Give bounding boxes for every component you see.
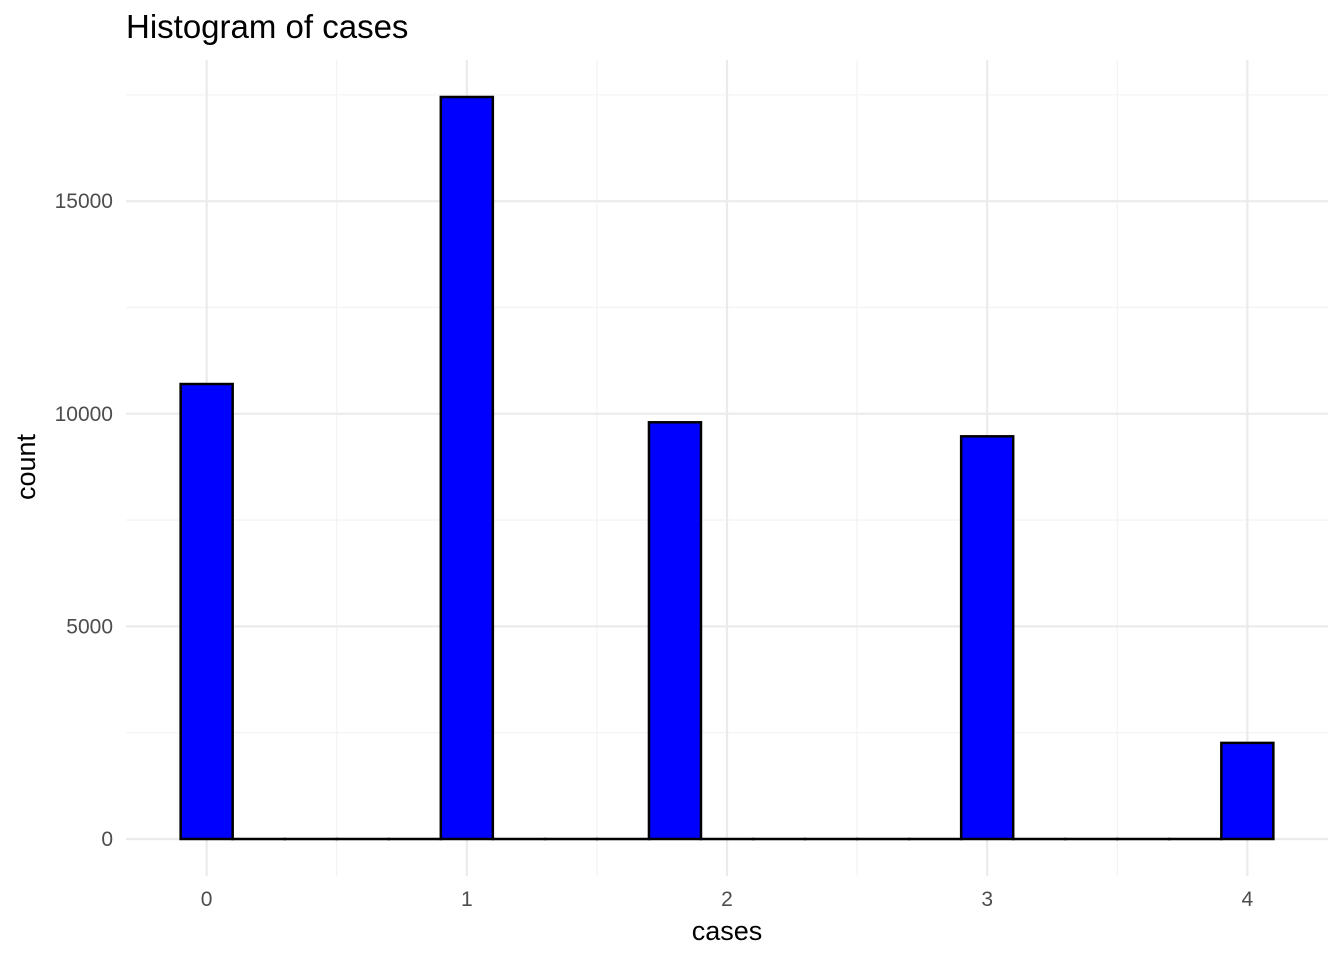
histogram-bar — [179, 382, 234, 841]
x-axis-title: cases — [692, 916, 763, 946]
y-axis-title: count — [11, 433, 41, 500]
major-gridlines — [126, 60, 1328, 876]
y-tick-label: 10000 — [55, 403, 113, 426]
x-tick-label: 3 — [981, 888, 993, 911]
x-tick-label: 4 — [1242, 888, 1254, 911]
y-axis-tick-labels: 0 5000 10000 15000 — [55, 190, 113, 851]
histogram-bar — [1220, 741, 1275, 841]
histogram-bars — [179, 95, 1275, 841]
y-tick-label: 5000 — [66, 615, 113, 638]
y-tick-label: 15000 — [55, 190, 113, 213]
histogram-bar — [959, 435, 1015, 841]
chart-title: Histogram of cases — [126, 8, 408, 45]
x-tick-label: 1 — [461, 888, 473, 911]
y-tick-label: 0 — [101, 828, 113, 851]
x-axis-tick-labels: 0 1 2 3 4 — [201, 888, 1254, 911]
x-tick-label: 0 — [201, 888, 213, 911]
x-tick-label: 2 — [721, 888, 733, 911]
histogram-bar — [439, 95, 495, 841]
histogram-bar — [647, 421, 703, 841]
